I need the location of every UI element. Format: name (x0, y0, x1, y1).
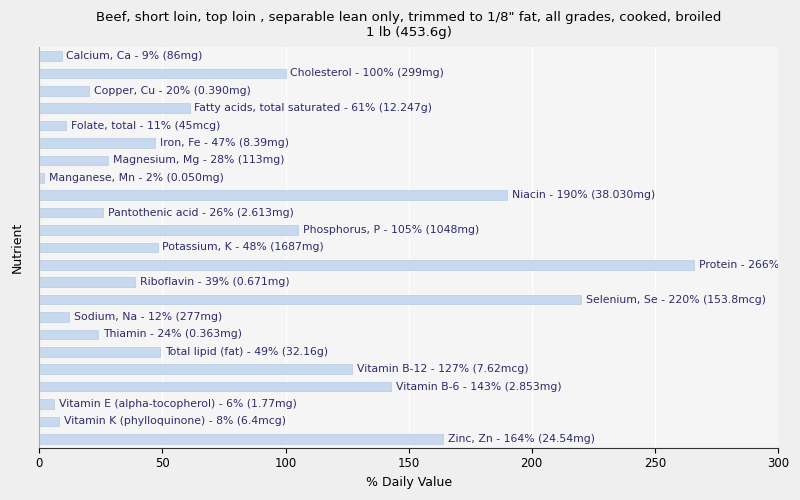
Text: Phosphorus, P - 105% (1048mg): Phosphorus, P - 105% (1048mg) (302, 225, 479, 235)
Text: Protein - 266% (132.90g): Protein - 266% (132.90g) (699, 260, 800, 270)
Bar (39, 242, 158, 252)
Bar (39, 330, 98, 339)
Bar (39, 434, 443, 444)
Bar (39, 400, 54, 409)
Text: Iron, Fe - 47% (8.39mg): Iron, Fe - 47% (8.39mg) (160, 138, 289, 148)
Text: Manganese, Mn - 2% (0.050mg): Manganese, Mn - 2% (0.050mg) (50, 173, 224, 183)
Text: Vitamin K (phylloquinone) - 8% (6.4mcg): Vitamin K (phylloquinone) - 8% (6.4mcg) (64, 416, 286, 426)
Bar (39, 260, 694, 270)
Text: Selenium, Se - 220% (153.8mcg): Selenium, Se - 220% (153.8mcg) (586, 294, 766, 304)
Bar (39, 295, 581, 304)
X-axis label: % Daily Value: % Daily Value (366, 476, 452, 489)
Bar (39, 173, 44, 182)
Bar (39, 121, 66, 130)
Text: Cholesterol - 100% (299mg): Cholesterol - 100% (299mg) (290, 68, 444, 78)
Bar (39, 190, 507, 200)
Title: Beef, short loin, top loin , separable lean only, trimmed to 1/8" fat, all grade: Beef, short loin, top loin , separable l… (96, 11, 722, 39)
Text: Zinc, Zn - 164% (24.54mg): Zinc, Zn - 164% (24.54mg) (448, 434, 595, 444)
Text: Vitamin B-12 - 127% (7.62mcg): Vitamin B-12 - 127% (7.62mcg) (357, 364, 529, 374)
Bar (39, 156, 108, 165)
Bar (39, 312, 69, 322)
Bar (39, 104, 190, 113)
Text: Copper, Cu - 20% (0.390mg): Copper, Cu - 20% (0.390mg) (94, 86, 250, 96)
Text: Vitamin B-6 - 143% (2.853mg): Vitamin B-6 - 143% (2.853mg) (396, 382, 562, 392)
Bar (39, 86, 89, 96)
Bar (39, 225, 298, 235)
Text: Folate, total - 11% (45mcg): Folate, total - 11% (45mcg) (71, 120, 221, 130)
Text: Pantothenic acid - 26% (2.613mg): Pantothenic acid - 26% (2.613mg) (108, 208, 294, 218)
Text: Vitamin E (alpha-tocopherol) - 6% (1.77mg): Vitamin E (alpha-tocopherol) - 6% (1.77m… (59, 399, 297, 409)
Text: Thiamin - 24% (0.363mg): Thiamin - 24% (0.363mg) (103, 330, 242, 340)
Text: Niacin - 190% (38.030mg): Niacin - 190% (38.030mg) (512, 190, 655, 200)
Bar (39, 68, 286, 78)
Text: Calcium, Ca - 9% (86mg): Calcium, Ca - 9% (86mg) (66, 51, 203, 61)
Bar (39, 382, 391, 392)
Bar (39, 416, 59, 426)
Bar (39, 278, 135, 287)
Bar (39, 51, 62, 60)
Bar (39, 347, 160, 356)
Text: Magnesium, Mg - 28% (113mg): Magnesium, Mg - 28% (113mg) (114, 156, 285, 166)
Text: Total lipid (fat) - 49% (32.16g): Total lipid (fat) - 49% (32.16g) (165, 347, 328, 357)
Bar (39, 364, 352, 374)
Text: Sodium, Na - 12% (277mg): Sodium, Na - 12% (277mg) (74, 312, 222, 322)
Text: Fatty acids, total saturated - 61% (12.247g): Fatty acids, total saturated - 61% (12.2… (194, 103, 433, 113)
Y-axis label: Nutrient: Nutrient (11, 222, 24, 273)
Text: Riboflavin - 39% (0.671mg): Riboflavin - 39% (0.671mg) (140, 277, 290, 287)
Text: Potassium, K - 48% (1687mg): Potassium, K - 48% (1687mg) (162, 242, 324, 252)
Bar (39, 208, 103, 218)
Bar (39, 138, 155, 148)
